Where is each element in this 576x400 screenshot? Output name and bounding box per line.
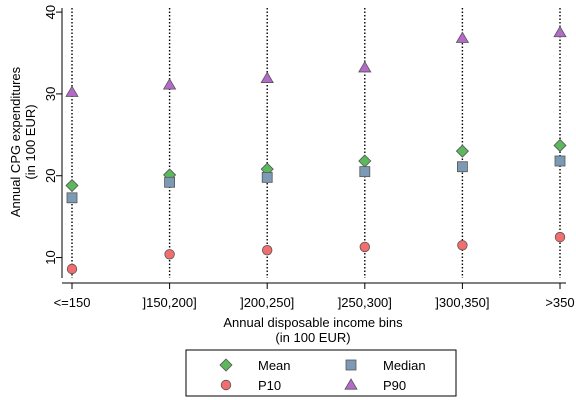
data-point-p90 xyxy=(65,85,79,97)
legend-box xyxy=(185,349,457,397)
y-axis-title-line-1: Annual CPG expenditures xyxy=(8,66,23,217)
y-axis-title-line-2: (in 100 EUR) xyxy=(23,104,38,179)
x-tick-label: ]250,300] xyxy=(338,295,392,310)
data-point-mean xyxy=(358,154,372,168)
data-point-median xyxy=(456,161,468,173)
data-point-median xyxy=(359,166,371,178)
x-tick-label: ]150,200] xyxy=(142,295,196,310)
y-tick-label: 30 xyxy=(43,87,58,101)
data-point-p10 xyxy=(66,263,78,275)
legend: Mean Median P10 P90 xyxy=(185,349,457,397)
plot-area xyxy=(65,8,567,278)
data-point-p90 xyxy=(455,31,470,43)
x-tick-label: ]300,350] xyxy=(435,295,489,310)
y-tick-label: 20 xyxy=(43,168,58,182)
data-point-median xyxy=(164,176,176,188)
y-axis: 10 20 30 40 xyxy=(43,5,63,278)
legend-label-median: Median xyxy=(383,358,426,373)
data-point-mean xyxy=(553,138,567,153)
legend-marker-p90 xyxy=(344,378,358,390)
data-point-p90 xyxy=(162,78,177,90)
data-point-p90 xyxy=(358,60,372,73)
y-tick-label: 40 xyxy=(43,5,58,19)
y-tick-label: 10 xyxy=(43,250,58,264)
data-point-mean xyxy=(455,144,469,158)
data-point-p90 xyxy=(260,71,274,83)
legend-marker-mean xyxy=(219,358,233,372)
data-point-median xyxy=(66,192,78,204)
data-point-p10 xyxy=(554,231,566,243)
legend-label-mean: Mean xyxy=(258,358,291,373)
legend-label-p90: P90 xyxy=(383,378,406,393)
legend-marker-median xyxy=(345,359,357,371)
data-point-mean xyxy=(65,178,79,193)
data-point-p10 xyxy=(262,244,273,256)
x-tick-label: <=150 xyxy=(54,295,91,310)
data-point-p10 xyxy=(359,241,371,253)
x-tick-label: >350 xyxy=(545,295,574,310)
data-point-median xyxy=(261,171,273,183)
x-tick-label: ]200,250] xyxy=(240,295,294,310)
legend-marker-p10 xyxy=(220,379,232,391)
x-axis: <=150 ]150,200] ]200,250] ]250,300] ]300,350… xyxy=(54,282,575,310)
data-point-p90 xyxy=(553,25,567,38)
legend-label-p10: P10 xyxy=(258,378,281,393)
x-axis-title-line-1: Annual disposable income bins xyxy=(223,315,403,330)
data-point-p10 xyxy=(457,240,468,251)
x-axis-title-line-2: (in 100 EUR) xyxy=(275,330,350,345)
data-point-p10 xyxy=(164,249,175,260)
data-point-median xyxy=(554,155,566,167)
